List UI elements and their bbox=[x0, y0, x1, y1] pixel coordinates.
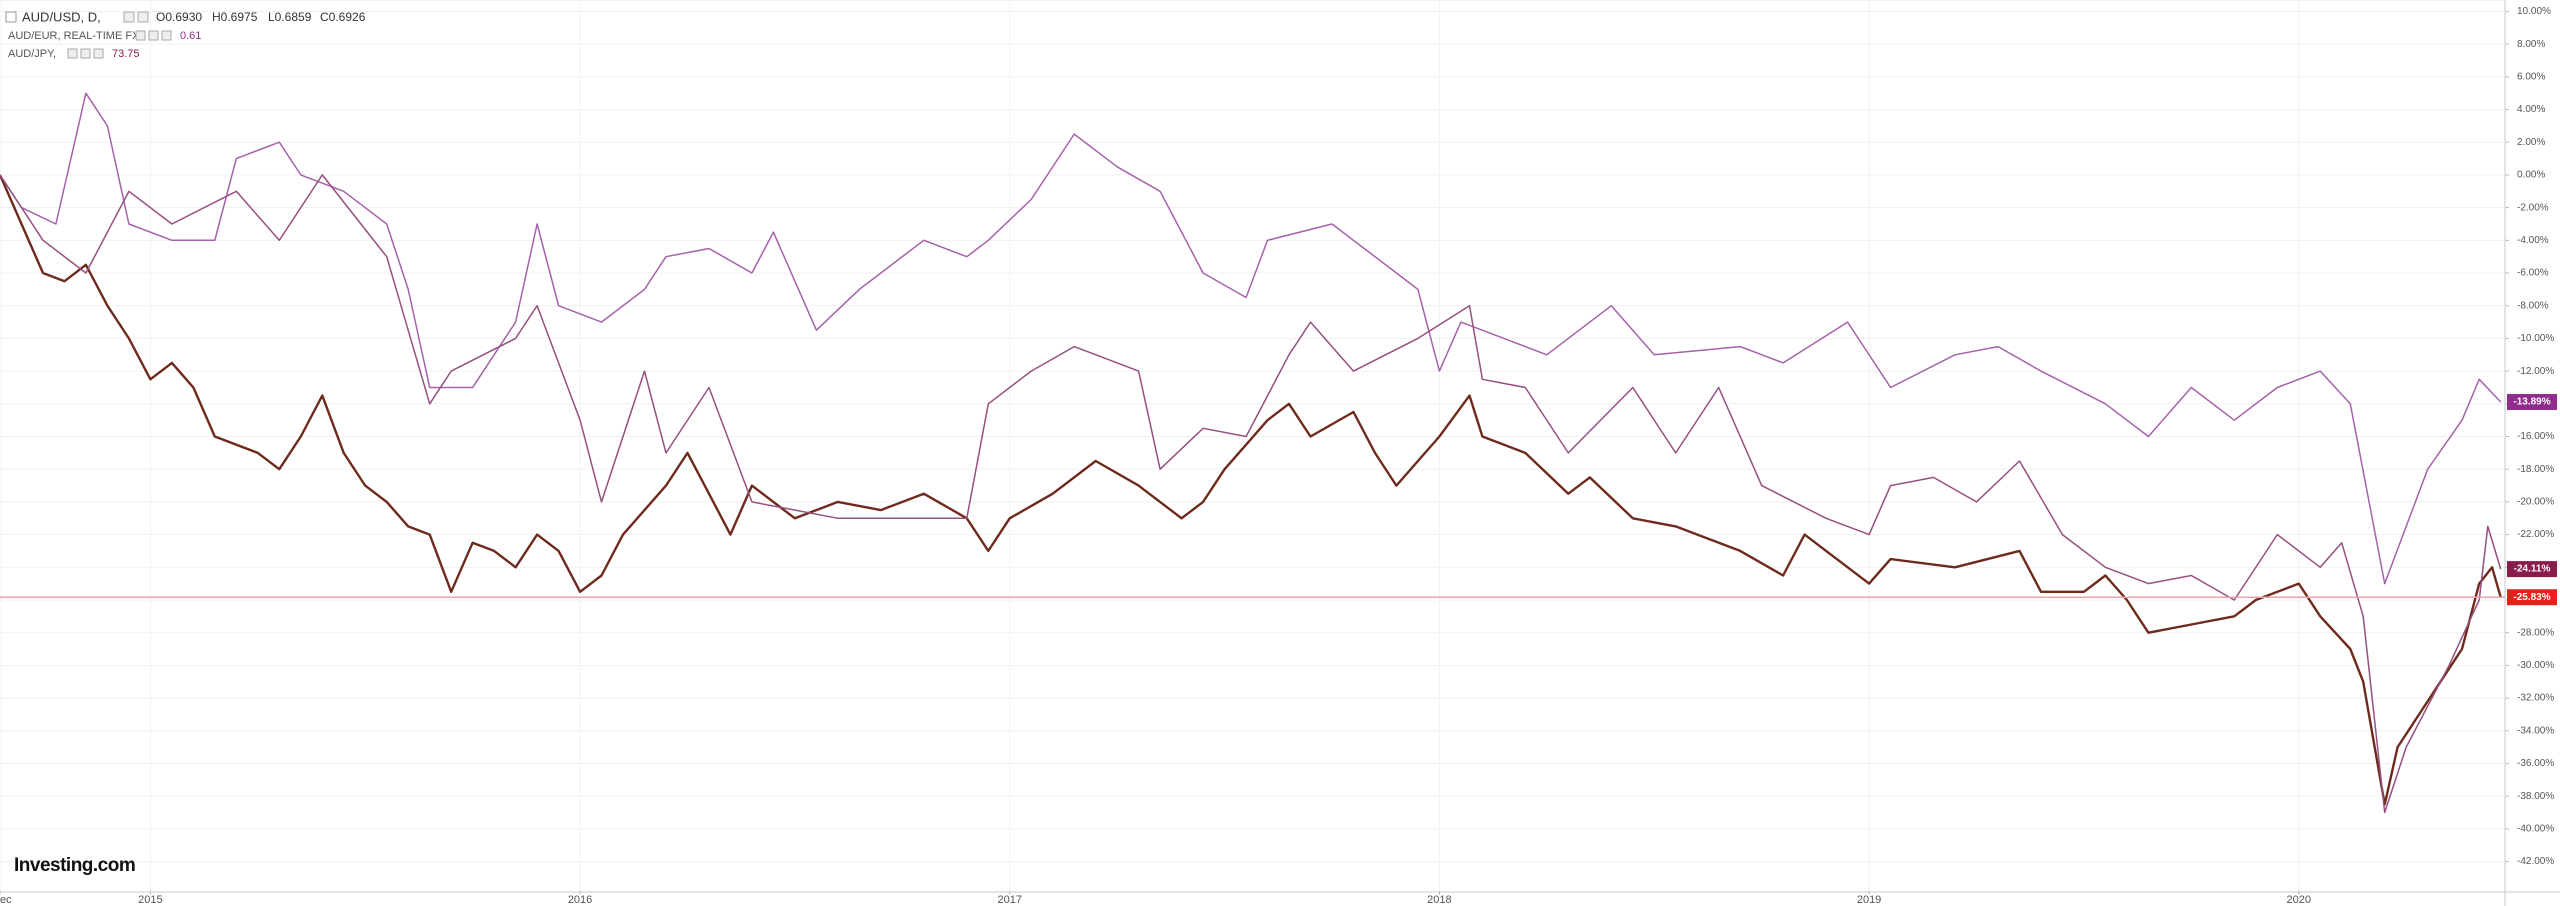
x-tick-label: 2015 bbox=[138, 894, 162, 906]
y-tick-label: 2.00% bbox=[2517, 137, 2545, 148]
y-tick-label: -40.00% bbox=[2517, 824, 2554, 835]
legend-ohlc: L0.6859 bbox=[268, 10, 312, 24]
end-label: -24.11% bbox=[2514, 564, 2551, 575]
y-tick-label: -36.00% bbox=[2517, 758, 2554, 769]
legend-name: AUD/USD, D, bbox=[22, 9, 101, 24]
legend-icon[interactable] bbox=[135, 30, 146, 41]
legend: AUD/USD, D, O0.6930 H0.6975 L0.6859 C0.6… bbox=[5, 9, 366, 60]
y-tick-label: -18.00% bbox=[2517, 464, 2554, 475]
y-tick-label: 8.00% bbox=[2517, 39, 2545, 50]
y-tick-label: -28.00% bbox=[2517, 627, 2554, 638]
y-tick-label: -16.00% bbox=[2517, 431, 2554, 442]
end-label: -13.89% bbox=[2513, 397, 2550, 408]
legend-ohlc: H0.6975 bbox=[212, 10, 258, 24]
series-line bbox=[0, 174, 2502, 814]
x-tick-label: 2019 bbox=[1857, 894, 1881, 906]
legend-icon[interactable] bbox=[137, 11, 149, 23]
x-tick-label: 2016 bbox=[568, 894, 592, 906]
y-tick-label: 10.00% bbox=[2517, 6, 2551, 17]
legend-icon[interactable] bbox=[148, 30, 159, 41]
end-label-bg bbox=[2507, 561, 2557, 578]
y-tick-label: -20.00% bbox=[2517, 497, 2554, 508]
x-tick-label: 2018 bbox=[1427, 894, 1451, 906]
legend-icon[interactable] bbox=[161, 30, 172, 41]
x-tick-label: 2017 bbox=[997, 894, 1021, 906]
legend-icon[interactable] bbox=[123, 11, 135, 23]
logo: Investing.com bbox=[14, 855, 135, 876]
end-label-bg bbox=[2507, 394, 2557, 411]
y-tick-label: 0.00% bbox=[2517, 170, 2545, 181]
y-tick-label: -42.00% bbox=[2517, 856, 2554, 867]
y-tick-label: 4.00% bbox=[2517, 104, 2545, 115]
legend-icon[interactable] bbox=[93, 48, 104, 59]
legend-toggle[interactable] bbox=[5, 11, 17, 23]
legend-name: AUD/JPY, bbox=[8, 48, 56, 60]
y-tick-label: -34.00% bbox=[2517, 725, 2554, 736]
y-tick-label: -30.00% bbox=[2517, 660, 2554, 671]
x-tick-label: 2020 bbox=[2287, 894, 2311, 906]
y-tick-label: -12.00% bbox=[2517, 366, 2554, 377]
y-tick-label: -22.00% bbox=[2517, 529, 2554, 540]
series-line bbox=[0, 174, 2502, 806]
y-tick-label: -4.00% bbox=[2517, 235, 2549, 246]
y-tick-label: -6.00% bbox=[2517, 268, 2549, 279]
end-label: -25.83% bbox=[2513, 592, 2550, 603]
y-tick-label: -8.00% bbox=[2517, 300, 2549, 311]
end-label-bg bbox=[2507, 589, 2557, 606]
y-tick-label: -2.00% bbox=[2517, 202, 2549, 213]
legend-value: 0.61 bbox=[180, 30, 201, 42]
legend-name: AUD/EUR, REAL-TIME FX bbox=[8, 30, 140, 42]
marks: -25.83% -13.89% -24.11% bbox=[0, 92, 2557, 814]
y-tick-label: -32.00% bbox=[2517, 693, 2554, 704]
legend-icon[interactable] bbox=[80, 48, 91, 59]
legend-ohlc: C0.6926 bbox=[320, 10, 366, 24]
legend-icon[interactable] bbox=[67, 48, 78, 59]
y-tick-label: -10.00% bbox=[2517, 333, 2554, 344]
y-tick-label: -38.00% bbox=[2517, 791, 2554, 802]
legend-value: 73.75 bbox=[112, 48, 140, 60]
plot-area bbox=[0, 0, 2506, 893]
y-tick-label: 6.00% bbox=[2517, 71, 2545, 82]
legend-ohlc: O0.6930 bbox=[156, 10, 202, 24]
x-tick-label: ec bbox=[0, 894, 12, 906]
series-line bbox=[0, 92, 2502, 585]
